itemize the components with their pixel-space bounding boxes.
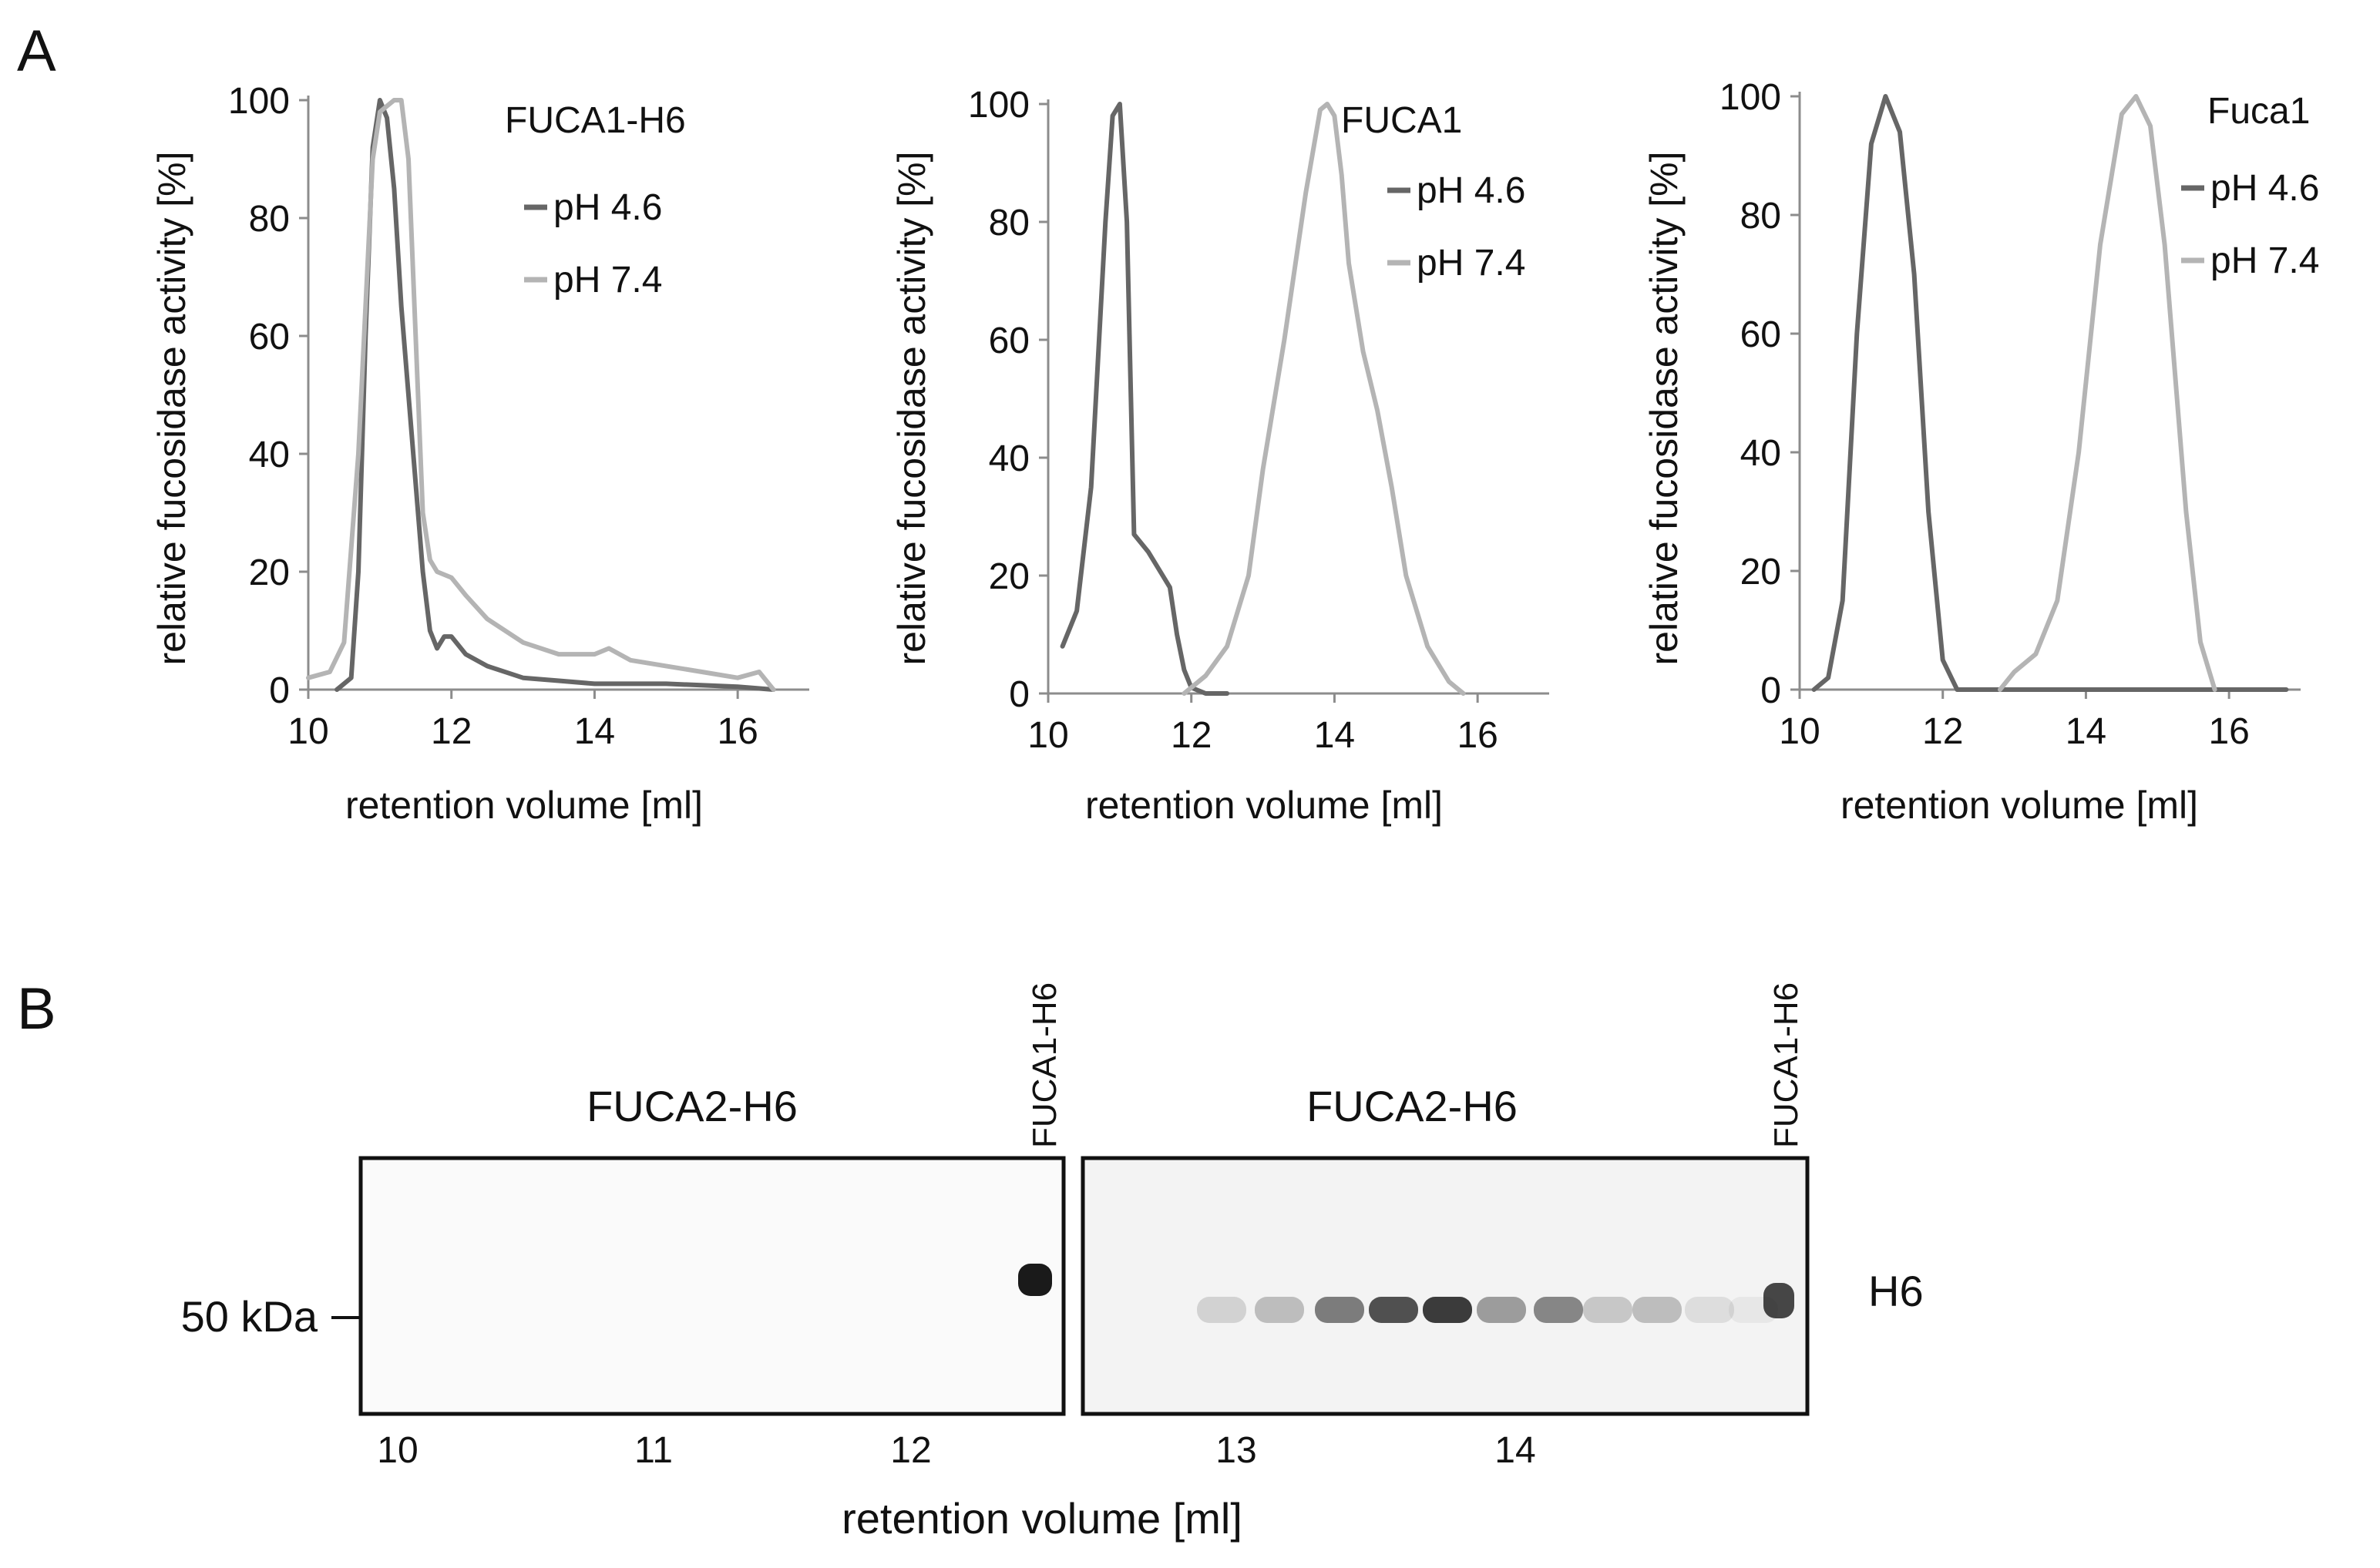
y-tick-label: 40 [249,435,290,475]
y-tick-label: 0 [269,670,290,711]
blot-tick-label: 10 [377,1430,418,1471]
y-tick-label: 0 [1760,670,1781,711]
x-tick-label: 16 [717,711,758,752]
chart-fuca1: FUCA1 retention volume [ml] relative fuc… [890,85,1549,827]
legend-label: pH 4.6 [553,187,662,228]
x-tick-label: 14 [574,711,615,752]
blot-tick-label: 14 [1494,1430,1535,1471]
blot-band [1583,1297,1632,1323]
series-line-ph-7-4 [1998,94,2217,692]
blot-frame-right [1081,1156,1810,1416]
legend-label: pH 4.6 [2210,168,2319,209]
blot-tick-label: 13 [1215,1430,1256,1471]
blot-membrane-right [1083,1158,1807,1414]
y-tick-label: 80 [249,199,290,240]
y-tick-label: 100 [968,85,1030,126]
control-lane-label-left: FUCA1-H6 [1026,982,1064,1148]
y-tick-label: 80 [989,203,1030,243]
y-axis-title: relative fucosidase activity [%] [1642,152,1686,666]
series-line-ph-7-4 [306,98,776,692]
blot-band [1315,1297,1364,1323]
panel-b-label: B [17,976,56,1042]
y-tick-label: 100 [1719,77,1781,118]
blot-tick-label: 12 [890,1430,931,1471]
blot-x-axis-title: retention volume [ml] [842,1494,1242,1543]
marker-label: 50 kDa [181,1292,318,1341]
blot-band [1369,1297,1418,1323]
y-tick-label: 60 [249,317,290,358]
legend-label: pH 4.6 [1417,170,1525,211]
blot-right-title: FUCA2-H6 [1306,1082,1518,1130]
chart-title: FUCA1 [1341,100,1462,141]
series-line-ph-7-4 [1182,102,1466,696]
x-axis-title: retention volume [ml] [1085,784,1443,827]
western-blot: FUCA2-H6 FUCA2-H6 FUCA1-H6 FUCA1-H6 50 k… [181,982,1924,1543]
chart-title: Fuca1 [2207,91,2310,132]
y-tick-label: 40 [989,438,1030,479]
y-tick-label: 100 [228,81,290,122]
x-tick-label: 10 [1027,715,1068,756]
chart-fuca1-mouse: Fuca1 retention volume [ml] relative fuc… [1642,77,2319,827]
blot-membrane-left [361,1158,1064,1414]
blot-band [1255,1297,1304,1323]
y-tick-label: 60 [1740,314,1781,355]
blot-band-control [1763,1283,1794,1318]
blot-band [1423,1297,1472,1323]
blot-band [1477,1297,1526,1323]
series-line-ph-4-6 [1060,102,1230,696]
legend-label: pH 7.4 [1417,243,1525,284]
x-tick-label: 10 [1779,711,1820,752]
blot-band [1632,1297,1682,1323]
y-tick-label: 40 [1740,433,1781,474]
y-tick-label: 80 [1740,196,1781,237]
x-axis-title: retention volume [ml] [345,784,703,827]
blot-tick-label: 11 [634,1430,673,1471]
y-tick-label: 0 [1009,674,1030,715]
x-tick-label: 16 [1457,715,1498,756]
x-tick-label: 14 [2066,711,2106,752]
legend-label: pH 7.4 [553,260,662,301]
y-tick-label: 60 [989,321,1030,361]
y-tick-label: 20 [249,552,290,593]
antibody-label: H6 [1868,1267,1924,1315]
blot-band-control [1018,1264,1052,1296]
blot-band [1197,1297,1246,1323]
x-tick-label: 14 [1314,715,1355,756]
y-axis-title: relative fucosidase activity [%] [150,152,193,666]
blot-band [1534,1297,1583,1323]
blot-left-title: FUCA2-H6 [587,1082,798,1130]
x-tick-label: 12 [1171,715,1212,756]
blot-frame-left [358,1156,1066,1416]
x-tick-label: 16 [2208,711,2249,752]
chart-title: FUCA1-H6 [505,100,686,141]
x-axis-title: retention volume [ml] [1840,784,2198,827]
x-tick-label: 10 [287,711,328,752]
control-lane-label-right: FUCA1-H6 [1767,982,1805,1148]
blot-band [1685,1297,1734,1323]
series-line-ph-4-6 [1811,94,2289,692]
x-tick-label: 12 [1922,711,1963,752]
chart-fuca1-h6: FUCA1-H6 retention volume [ml] relative … [150,81,809,827]
x-tick-label: 12 [431,711,472,752]
y-tick-label: 20 [989,556,1030,597]
legend-label: pH 7.4 [2210,240,2319,281]
y-tick-label: 20 [1740,552,1781,593]
panel-a-label: A [17,18,56,84]
y-axis-title: relative fucosidase activity [%] [890,152,933,666]
